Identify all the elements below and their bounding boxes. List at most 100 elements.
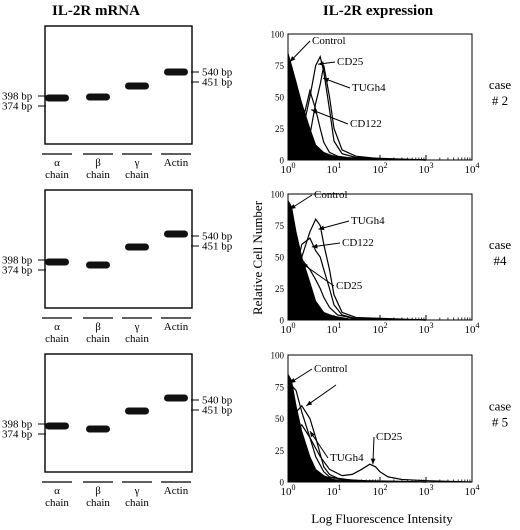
x-tick-label: 104 [465, 161, 480, 176]
marker-left-label: 374 bp [2, 265, 33, 277]
gel-band [45, 94, 69, 102]
y-tick-label: 75 [275, 382, 285, 392]
y-tick-label: 25 [275, 446, 285, 456]
lane-label-sub: chain [125, 333, 149, 345]
lane-label: Actin [164, 157, 189, 169]
marker-right-label: 540 bp [202, 395, 233, 407]
gel-frame [44, 353, 193, 473]
histogram-control-filled [287, 372, 472, 483]
marker-left-label: 398 bp [2, 255, 33, 267]
x-tick-label: 100 [281, 321, 296, 336]
lane-label-sub: chain [125, 169, 149, 181]
y-tick-label: 25 [275, 284, 285, 294]
lane-label: γ [134, 321, 140, 333]
y-axis-label: Relative Cell Number [250, 200, 265, 315]
y-tick-label: 25 [275, 124, 285, 134]
case-number: #4 [494, 253, 508, 268]
arrow-head [318, 61, 324, 66]
histogram-line [287, 218, 427, 321]
flow-panel: 0 25 50 75 100 100 101 102 103 104 Control TUGh4 CD2… [271, 351, 512, 499]
series-label: Control [312, 35, 346, 47]
marker-left-label: 374 bp [2, 429, 33, 441]
series-label: CD122 [350, 118, 382, 130]
flow-panel: 0 25 50 75 100 100 101 102 103 104 Control CD122 CD2… [271, 30, 512, 177]
x-tick-label: 101 [327, 321, 342, 336]
marker-right-label: 451 bp [202, 77, 233, 89]
arrow-head [323, 77, 330, 83]
y-tick-label: 0 [280, 316, 285, 326]
gel-band [45, 258, 69, 266]
series-label: CD25 [376, 431, 403, 443]
x-tick-label: 100 [281, 483, 296, 498]
gel-band [86, 261, 110, 269]
x-axis-label: Log Fluorescence Intensity [311, 511, 453, 526]
y-tick-label: 50 [275, 414, 285, 424]
arrow-head [311, 243, 318, 249]
lane-label: α [54, 157, 60, 169]
case-number: # 2 [492, 93, 508, 108]
lane-label: β [95, 485, 101, 497]
gel-band [164, 230, 188, 238]
marker-left-label: 398 bp [2, 91, 33, 103]
gel-band [125, 82, 149, 90]
lane-label: Actin [164, 321, 189, 333]
x-tick-label: 104 [465, 321, 480, 336]
x-tick-label: 102 [373, 483, 388, 498]
gel-title: IL-2R mRNA [52, 3, 140, 19]
gel-frame [44, 189, 193, 309]
flow-title: IL-2R expression [323, 3, 434, 19]
gel-band [125, 243, 149, 251]
x-tick-label: 103 [419, 483, 434, 498]
x-tick-label: 102 [373, 161, 388, 176]
x-tick-label: 103 [419, 321, 434, 336]
histogram-line [287, 237, 427, 321]
arrow-head [289, 204, 296, 210]
y-tick-label: 50 [275, 253, 285, 263]
gel-band [86, 425, 110, 433]
arrow-head [289, 56, 296, 62]
marker-left-label: 374 bp [2, 101, 33, 113]
lane-label-sub: chain [45, 333, 69, 345]
y-tick-label: 0 [280, 478, 285, 488]
case-label: case [489, 399, 512, 414]
lane-label-sub: chain [45, 497, 69, 509]
arrow-head [306, 400, 313, 406]
arrow-head [309, 431, 315, 438]
histogram-line [287, 404, 427, 483]
series-label: Control [314, 363, 348, 375]
lane-label: α [54, 321, 60, 333]
arrow-head [289, 378, 296, 383]
x-tick-label: 101 [327, 161, 342, 176]
x-tick-label: 102 [373, 321, 388, 336]
lane-label: α [54, 485, 60, 497]
annotation-arrow [306, 384, 337, 407]
arrow-head [311, 109, 318, 114]
series-label: Control [314, 189, 348, 201]
series-label: CD122 [342, 237, 374, 249]
flow-panel: 0 25 50 75 100 100 101 102 103 104 Control CD25 CD12… [271, 189, 512, 336]
case-number: # 5 [492, 415, 508, 430]
x-tick-label: 100 [281, 161, 296, 176]
lane-label: γ [134, 485, 140, 497]
marker-left-label: 398 bp [2, 419, 33, 431]
gel-band [86, 93, 110, 101]
marker-right-label: 540 bp [202, 231, 233, 243]
histogram-line [287, 88, 427, 161]
series-label: CD25 [336, 280, 363, 292]
gel-band [164, 394, 188, 402]
lane-label: Actin [164, 485, 189, 497]
y-tick-label: 0 [280, 156, 285, 166]
gel-band [45, 422, 69, 430]
lane-label: γ [134, 157, 140, 169]
flow-panels: 0 25 50 75 100 100 101 102 103 104 Control CD122 CD2… [271, 30, 512, 499]
lane-label-sub: chain [86, 497, 110, 509]
y-tick-label: 100 [271, 30, 285, 40]
y-tick-label: 100 [271, 351, 285, 361]
x-tick-label: 104 [465, 483, 480, 498]
y-tick-label: 50 [275, 93, 285, 103]
y-tick-label: 75 [275, 61, 285, 71]
histogram-control-filled [287, 198, 472, 321]
